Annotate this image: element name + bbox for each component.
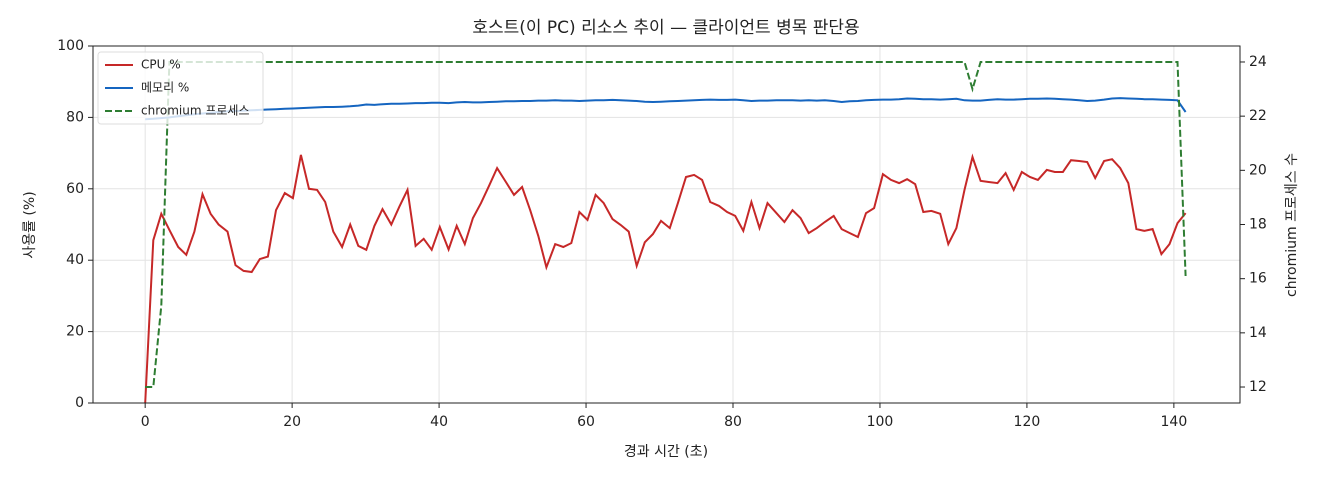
y2-tick-label: 20 [1249,162,1267,178]
x-tick-label: 120 [1014,414,1041,430]
y-tick-label: 100 [57,38,84,54]
y2-axis-label: chromium 프로세스 수 [1284,153,1300,297]
y2-tick-label: 18 [1249,217,1267,233]
data-line [145,97,1187,121]
legend-label: chromium 프로세스 [141,104,250,118]
x-axis-label: 경과 시간 (초) [624,444,708,460]
y-tick-label: 0 [75,395,84,411]
data-line [144,153,1187,404]
legend-label: 메모리 % [141,81,189,95]
y2-tick-label: 12 [1249,379,1267,395]
data-line [145,61,1187,388]
y2-tick-label: 24 [1249,54,1267,70]
y-tick-label: 60 [66,181,84,197]
x-tick-label: 100 [867,414,894,430]
x-tick-label: 0 [141,414,150,430]
x-tick-label: 80 [724,414,742,430]
x-tick-label: 140 [1161,414,1188,430]
y2-tick-label: 22 [1249,108,1267,124]
x-tick-label: 20 [283,414,301,430]
plot-frame [92,45,1241,404]
y-tick-label: 40 [66,252,84,268]
y2-tick-label: 14 [1249,325,1267,341]
y-tick-label: 80 [66,109,84,125]
chart-title: 호스트(이 PC) 리소스 추이 — 클라이언트 병목 판단용 [472,18,859,38]
legend-box [97,51,264,125]
legend-label: CPU % [141,58,181,72]
y2-tick-label: 16 [1249,271,1267,287]
y-axis-label: 사용률 (%) [22,191,38,258]
x-tick-label: 40 [430,414,448,430]
x-tick-label: 60 [577,414,595,430]
y-tick-label: 20 [66,324,84,340]
